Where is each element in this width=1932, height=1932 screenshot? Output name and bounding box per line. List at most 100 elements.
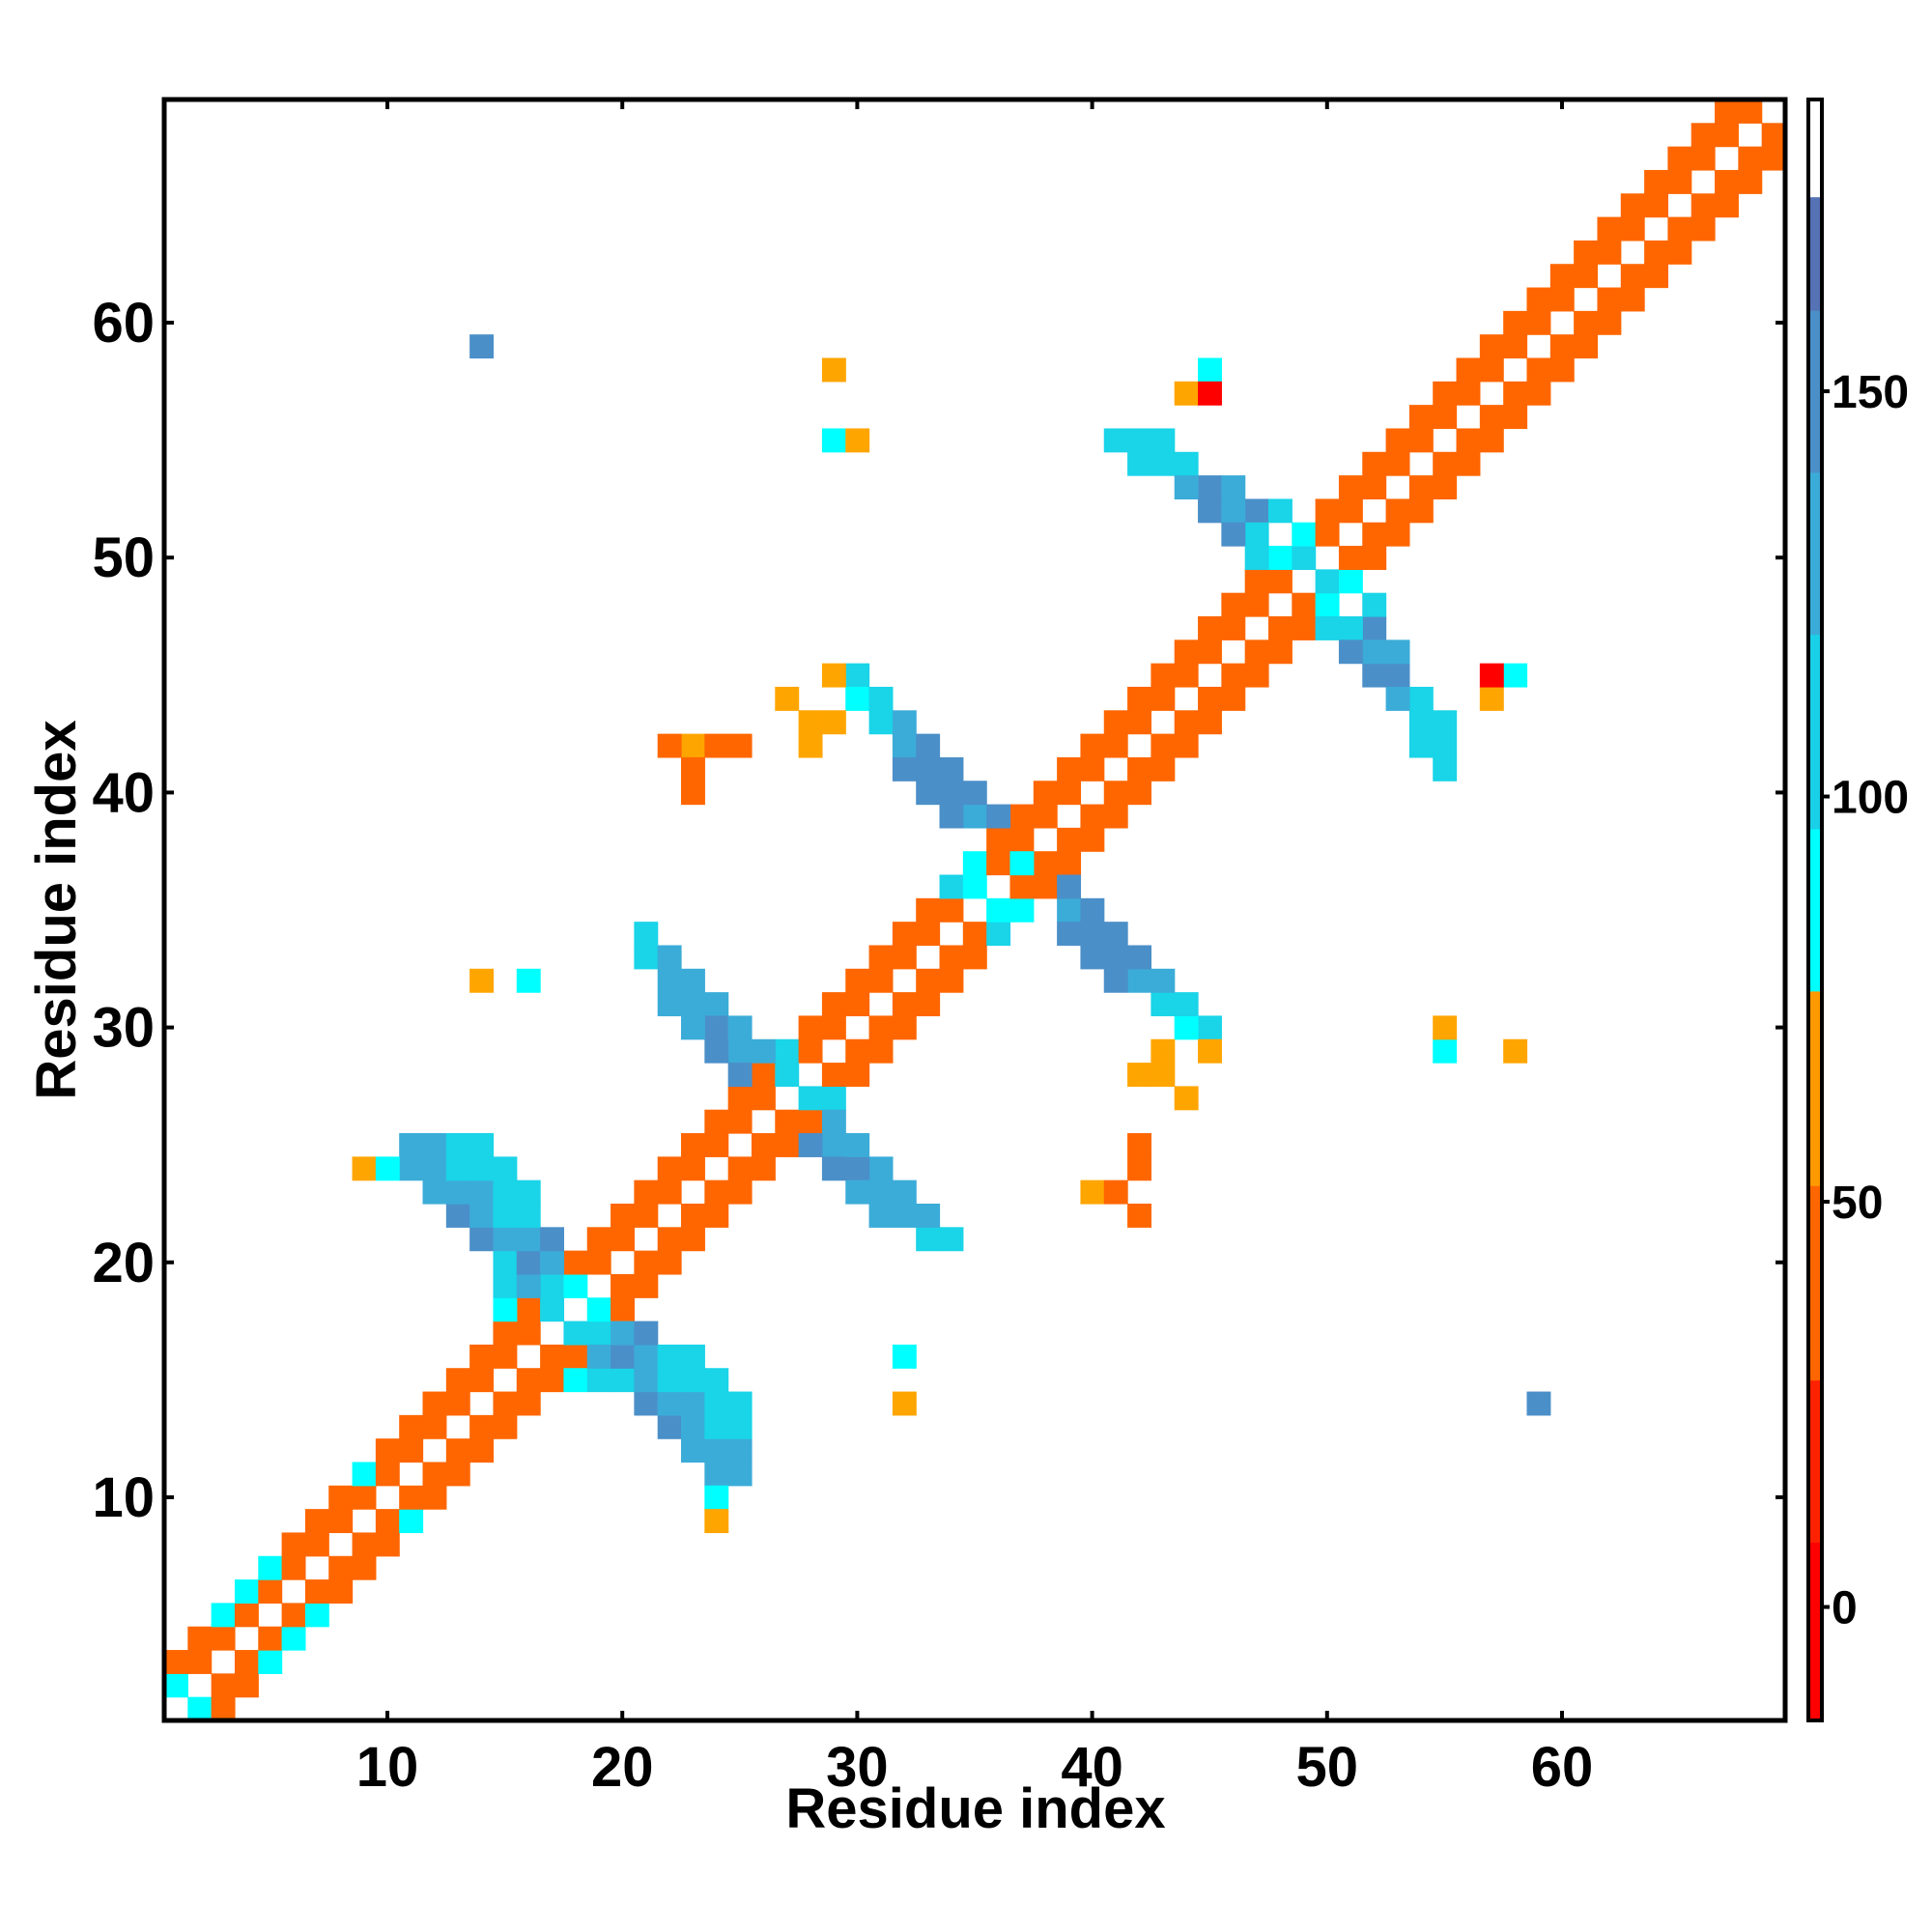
colorbar-band	[1808, 1542, 1822, 1721]
heatmap-cell	[1362, 616, 1387, 640]
heatmap-cell	[1151, 992, 1176, 1017]
heatmap-cell	[445, 1203, 470, 1228]
heatmap-cell	[258, 1626, 283, 1651]
heatmap-cell	[657, 1368, 682, 1393]
heatmap-cell	[1408, 733, 1434, 758]
x-tick-label: 30	[826, 1736, 889, 1799]
heatmap-cell	[1151, 1038, 1176, 1064]
heatmap-cell	[892, 1344, 917, 1369]
heatmap-cell	[375, 1509, 400, 1534]
heatmap-cell	[727, 1438, 753, 1463]
heatmap-cell	[1690, 123, 1716, 148]
heatmap-cell	[1479, 428, 1504, 453]
x-tick-label: 20	[591, 1736, 654, 1799]
heatmap-cell	[1198, 639, 1222, 665]
heatmap-cell	[1385, 686, 1410, 711]
heatmap-cell	[657, 1156, 682, 1181]
heatmap-cell	[469, 968, 495, 993]
heatmap-cell	[1503, 405, 1528, 430]
colorbar-band	[1808, 471, 1822, 636]
heatmap-cell	[775, 686, 800, 711]
heatmap-cell	[821, 1086, 846, 1111]
heatmap-cell	[1620, 264, 1645, 289]
heatmap-cell	[1244, 498, 1269, 524]
heatmap-cell	[1479, 357, 1504, 383]
heatmap-cell	[681, 1414, 705, 1439]
heatmap-cell	[798, 710, 823, 735]
heatmap-cell	[1433, 733, 1458, 758]
colorbar-band	[1808, 1185, 1822, 1381]
heatmap-cell	[1221, 498, 1246, 524]
heatmap-cell	[1503, 663, 1528, 688]
heatmap-cell	[657, 733, 682, 758]
heatmap-cell	[1292, 616, 1317, 640]
heatmap-cell	[681, 1227, 705, 1252]
heatmap-cell	[611, 1368, 635, 1393]
heatmap-cell	[845, 992, 870, 1017]
heatmap-cell	[211, 1673, 236, 1698]
heatmap-cell	[1198, 710, 1222, 735]
colorbar-tick-label: 150	[1832, 367, 1909, 418]
heatmap-cell	[916, 922, 941, 947]
heatmap-cell	[1221, 686, 1246, 711]
heatmap-cell	[586, 1227, 611, 1252]
heatmap-cell	[1362, 451, 1387, 476]
heatmap-cell	[821, 710, 846, 735]
heatmap-cell	[892, 1391, 917, 1416]
heatmap-cell	[1244, 569, 1269, 594]
heatmap-cell	[657, 992, 682, 1017]
colorbar-band	[1808, 634, 1822, 830]
heatmap-cell	[422, 1485, 447, 1510]
heatmap-cell	[1433, 756, 1458, 781]
heatmap-cell	[634, 922, 659, 947]
heatmap-cell	[704, 1462, 729, 1487]
heatmap-cell	[187, 1696, 213, 1721]
heatmap-cell	[1057, 897, 1082, 923]
y-tick-label: 10	[92, 1466, 155, 1529]
heatmap-cell	[469, 1203, 495, 1228]
y-tick-label: 50	[92, 526, 155, 589]
heatmap-cell	[916, 1203, 941, 1228]
y-tick-label: 40	[92, 761, 155, 824]
heatmap-cell	[234, 1579, 259, 1605]
heatmap-cell	[1103, 781, 1128, 806]
heatmap-cell	[1338, 569, 1363, 594]
heatmap-cell	[1338, 616, 1363, 640]
heatmap-cell	[445, 1133, 470, 1157]
heatmap-cell	[634, 1179, 659, 1205]
heatmap-cell	[916, 781, 941, 806]
heatmap-cell	[281, 1532, 306, 1557]
heatmap-cell	[516, 968, 541, 993]
heatmap-cell	[868, 1156, 894, 1181]
heatmap-cell	[916, 897, 941, 923]
heatmap-cell	[634, 1391, 659, 1416]
heatmap-cell	[1667, 240, 1692, 265]
heatmap-cell	[868, 945, 894, 970]
heatmap-cell	[469, 1227, 495, 1252]
heatmap-cell	[634, 1321, 659, 1346]
heatmap-cell	[1033, 874, 1058, 899]
heatmap-cell	[845, 428, 870, 453]
heatmap-cell	[1221, 616, 1246, 640]
heatmap-cell	[939, 1227, 964, 1252]
heatmap-cell	[1433, 1038, 1458, 1064]
heatmap-cell	[939, 804, 964, 829]
heatmap-cell	[493, 1250, 518, 1275]
heatmap-cell	[681, 756, 705, 781]
heatmap-cell	[258, 1650, 283, 1674]
heatmap-cell	[540, 1250, 565, 1275]
heatmap-cell	[1198, 475, 1222, 500]
heatmap-cell	[399, 1485, 424, 1510]
heatmap-cell	[493, 1227, 518, 1252]
heatmap-cell	[868, 1038, 894, 1064]
heatmap-cell	[1127, 781, 1151, 806]
heatmap-cell	[611, 1273, 635, 1298]
heatmap-cell	[751, 1133, 776, 1157]
y-axis-title: Residue index	[25, 720, 88, 1099]
heatmap-cell	[727, 1414, 753, 1439]
heatmap-cell	[516, 1227, 541, 1252]
heatmap-cell	[1151, 756, 1176, 781]
heatmap-cell	[164, 1650, 188, 1674]
heatmap-cell	[1292, 546, 1317, 570]
heatmap-cell	[586, 1321, 611, 1346]
